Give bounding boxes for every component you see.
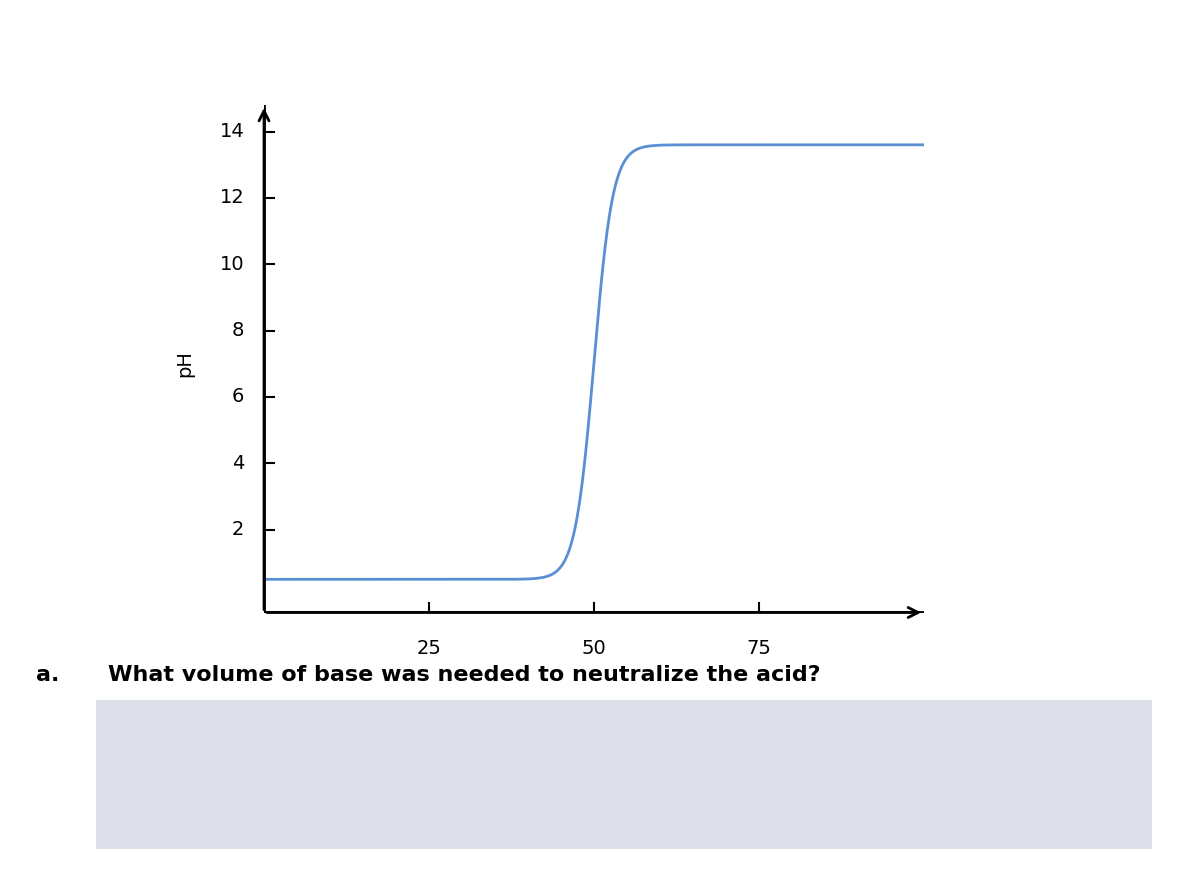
- Text: What volume of base was needed to neutralize the acid?: What volume of base was needed to neutra…: [108, 665, 821, 685]
- Text: 10: 10: [220, 255, 245, 274]
- Text: 2: 2: [232, 520, 245, 539]
- Text: Volume of Added Base (mL): Volume of Added Base (mL): [458, 729, 730, 747]
- Text: a.: a.: [36, 665, 59, 685]
- Text: 6: 6: [232, 388, 245, 406]
- Text: 8: 8: [232, 321, 245, 340]
- Text: 75: 75: [746, 639, 772, 658]
- Text: 14: 14: [220, 122, 245, 141]
- Text: pH: pH: [175, 350, 194, 377]
- Text: 4: 4: [232, 454, 245, 472]
- Text: 50: 50: [582, 639, 606, 658]
- Text: 12: 12: [220, 188, 245, 207]
- Text: 25: 25: [416, 639, 442, 658]
